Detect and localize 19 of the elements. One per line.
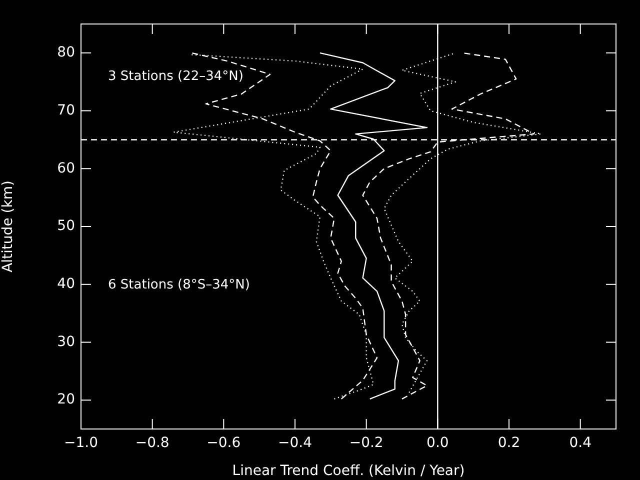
x-tick-label: −1.0	[64, 435, 98, 452]
x-axis-title: Linear Trend Coeff. (Kelvin / Year)	[232, 463, 465, 480]
x-tick-label: −0.8	[135, 435, 170, 452]
annotation: 3 Stations (22–34°N)	[108, 69, 244, 84]
x-tick-label: 0.0	[426, 435, 449, 452]
y-tick-label: 30	[57, 334, 75, 350]
x-tick-label: 0.4	[569, 435, 592, 452]
y-tick-label: 40	[57, 276, 75, 292]
x-tick-label: −0.6	[206, 435, 241, 452]
y-tick-label: 60	[57, 160, 75, 176]
annotation: 6 Stations (8°S–34°N)	[108, 278, 250, 293]
y-axis-title: Altitude (km)	[0, 180, 16, 272]
x-tick-label: −0.2	[349, 435, 384, 452]
y-tick-label: 20	[57, 392, 75, 408]
y-tick-label: 70	[57, 102, 75, 118]
y-tick-label: 50	[57, 218, 75, 234]
x-tick-label: −0.4	[278, 435, 312, 452]
x-tick-label: 0.2	[498, 435, 520, 452]
y-tick-label: 80	[57, 44, 75, 61]
